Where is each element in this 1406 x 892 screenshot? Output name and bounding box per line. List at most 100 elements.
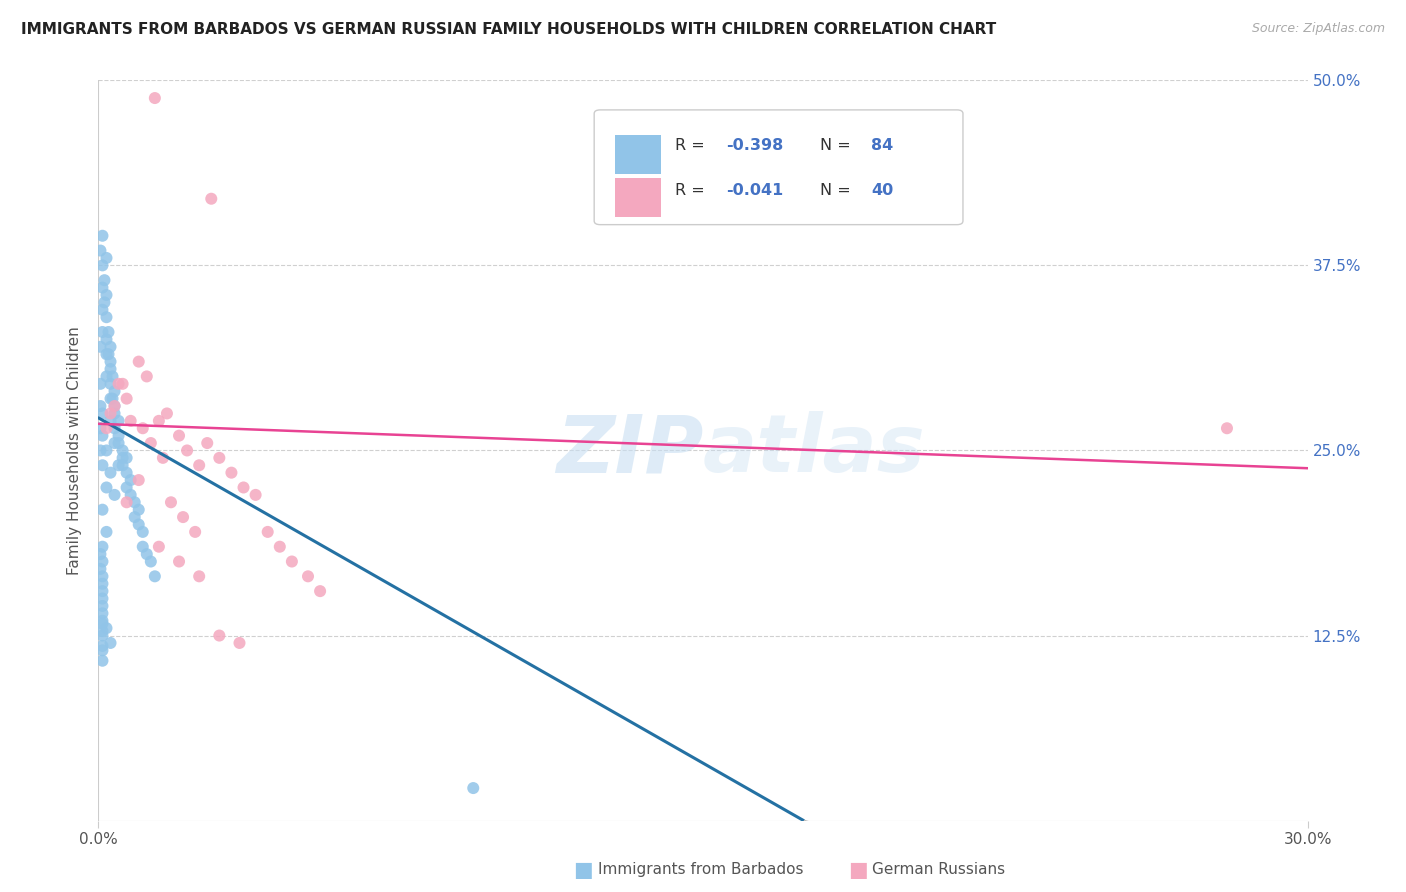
Point	[115, 466, 138, 480]
Point	[152, 450, 174, 465]
Point	[91, 599, 114, 613]
Point	[89, 376, 111, 391]
Point	[103, 421, 125, 435]
Point	[89, 547, 111, 561]
Point	[91, 458, 114, 473]
Point	[91, 624, 114, 639]
Point	[91, 280, 114, 294]
Point	[91, 407, 114, 421]
Point	[107, 376, 129, 391]
Text: ZIP: ZIP	[555, 411, 703, 490]
Point	[232, 480, 254, 494]
Point	[91, 614, 114, 628]
Point	[148, 540, 170, 554]
Point	[124, 495, 146, 509]
Point	[97, 325, 120, 339]
Point	[143, 569, 166, 583]
Text: R =: R =	[675, 184, 710, 198]
Point	[221, 466, 243, 480]
Point	[115, 392, 138, 406]
Point	[91, 540, 114, 554]
Text: 40: 40	[872, 184, 893, 198]
Point	[111, 443, 134, 458]
Point	[103, 436, 125, 450]
Point	[135, 547, 157, 561]
Point	[111, 376, 134, 391]
Text: Source: ZipAtlas.com: Source: ZipAtlas.com	[1251, 22, 1385, 36]
Text: N =: N =	[820, 184, 856, 198]
Point	[188, 458, 211, 473]
Point	[208, 628, 231, 642]
Point	[100, 466, 122, 480]
Point	[91, 607, 114, 621]
Point	[188, 569, 211, 583]
Point	[91, 576, 114, 591]
Point	[107, 414, 129, 428]
Point	[96, 621, 118, 635]
Point	[132, 421, 155, 435]
Point	[132, 524, 155, 539]
Point	[96, 288, 118, 302]
Point	[100, 636, 122, 650]
Point	[91, 616, 114, 631]
Point	[107, 458, 129, 473]
Point	[100, 414, 122, 428]
Point	[103, 407, 125, 421]
Point	[97, 347, 120, 361]
Point	[120, 488, 142, 502]
Point	[100, 376, 122, 391]
Point	[135, 369, 157, 384]
Point	[89, 562, 111, 576]
Point	[96, 369, 118, 384]
Point	[96, 443, 118, 458]
Point	[195, 436, 218, 450]
Point	[91, 569, 114, 583]
Point	[128, 517, 150, 532]
Text: Immigrants from Barbados: Immigrants from Barbados	[598, 863, 803, 877]
Point	[124, 510, 146, 524]
Point	[120, 414, 142, 428]
Point	[100, 354, 122, 368]
Point	[96, 310, 118, 325]
Point	[132, 540, 155, 554]
Point	[172, 510, 194, 524]
Point	[100, 407, 122, 421]
Point	[91, 628, 114, 642]
Point	[107, 436, 129, 450]
Point	[101, 392, 124, 406]
Point	[91, 584, 114, 599]
Point	[96, 524, 118, 539]
Point	[176, 443, 198, 458]
Point	[91, 325, 114, 339]
Point	[103, 488, 125, 502]
Point	[91, 591, 114, 606]
Point	[309, 584, 332, 599]
Point	[208, 450, 231, 465]
Point	[111, 458, 134, 473]
Text: ■: ■	[848, 860, 868, 880]
Point	[91, 228, 114, 243]
Text: German Russians: German Russians	[872, 863, 1005, 877]
Point	[93, 295, 115, 310]
Point	[120, 473, 142, 487]
Point	[93, 273, 115, 287]
Point	[128, 473, 150, 487]
Point	[89, 244, 111, 258]
Point	[91, 302, 114, 317]
Point	[103, 399, 125, 413]
Point	[128, 502, 150, 516]
Text: 84: 84	[872, 138, 893, 153]
Point	[89, 421, 111, 435]
Point	[184, 524, 207, 539]
Y-axis label: Family Households with Children: Family Households with Children	[67, 326, 83, 574]
Point	[297, 569, 319, 583]
Point	[143, 91, 166, 105]
Point	[96, 332, 118, 346]
Point	[156, 407, 179, 421]
Point	[160, 495, 183, 509]
Text: N =: N =	[820, 138, 856, 153]
Point	[139, 436, 162, 450]
Point	[96, 347, 118, 361]
Point	[91, 502, 114, 516]
Point	[91, 428, 114, 442]
